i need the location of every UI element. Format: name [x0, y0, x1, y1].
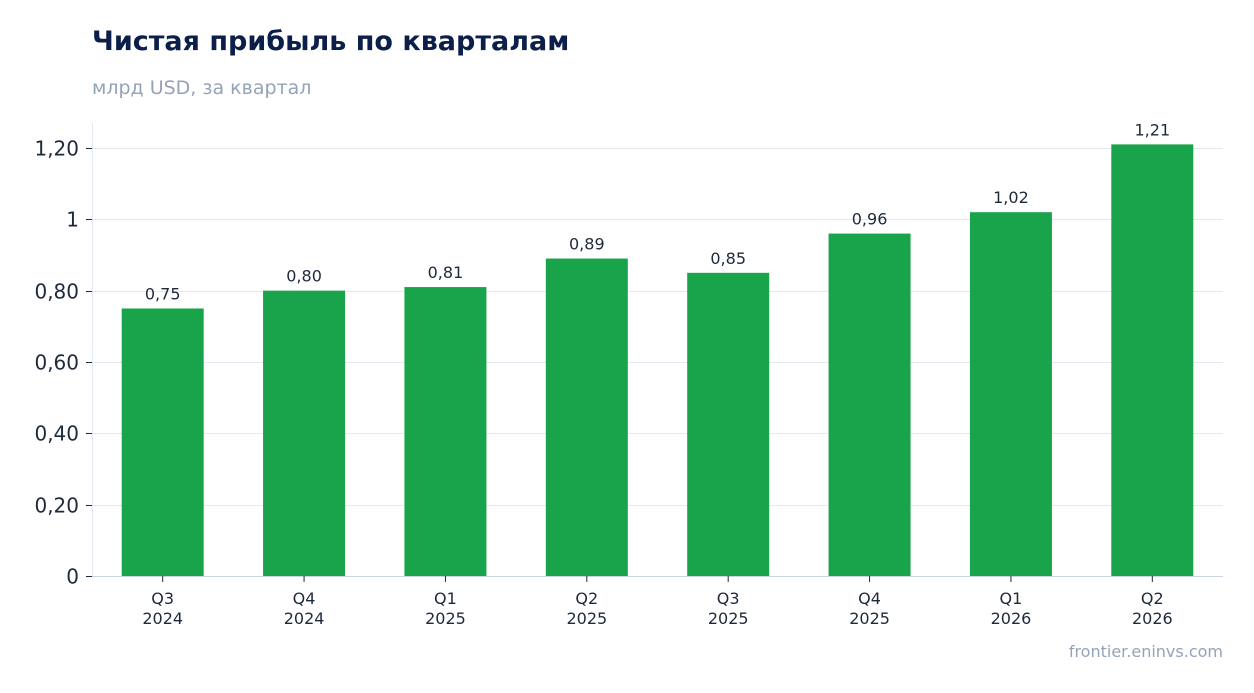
- y-tick-label: 0,40: [34, 422, 79, 446]
- data-labels: 0,75 0,80 0,81 0,89 0,85 0,96 1,02 1,21: [145, 120, 1170, 303]
- bars: [121, 144, 1194, 577]
- x-tick-label: Q4 2025: [849, 589, 890, 628]
- axes: [92, 123, 1223, 577]
- y-tick-label: 0: [66, 565, 79, 589]
- data-label: 1,02: [993, 188, 1029, 207]
- x-tick-label: Q2 2025: [566, 589, 607, 628]
- data-label: 0,85: [710, 249, 746, 268]
- y-tick-label: 1: [66, 208, 79, 232]
- x-tick-label: Q3 2024: [142, 589, 183, 628]
- y-tick-label: 0,80: [34, 280, 79, 304]
- grid-lines: [92, 148, 1223, 506]
- data-label: 0,96: [852, 210, 888, 229]
- data-label: 0,81: [428, 263, 464, 282]
- x-tick-label: Q2 2026: [1132, 589, 1173, 628]
- y-tick-label: 0,60: [34, 351, 79, 375]
- data-label: 0,75: [145, 284, 181, 303]
- chart-title: Чистая прибыль по кварталам: [92, 26, 570, 57]
- bar: [969, 212, 1052, 577]
- bar: [687, 272, 770, 576]
- bar: [1111, 144, 1194, 576]
- x-tick-label: Q4 2024: [284, 589, 325, 628]
- y-tick-label: 0,20: [34, 494, 79, 518]
- bar: [545, 258, 628, 576]
- bar: [121, 308, 204, 576]
- bar: [404, 287, 487, 576]
- chart-subtitle: млрд USD, за квартал: [92, 77, 312, 99]
- x-axis-ticks: Q3 2024 Q4 2024 Q1 2025 Q2 2025 Q3 2025 Q4 2025 Q1 20…: [142, 576, 1173, 628]
- y-axis-ticks: 0 0,20 0,40 0,60 0,80 1 1,20: [34, 137, 92, 589]
- data-label: 0,80: [286, 267, 322, 286]
- data-label: 0,89: [569, 235, 605, 254]
- x-tick-label: Q3 2025: [708, 589, 749, 628]
- source-credit: frontier.eninvs.com: [1068, 642, 1223, 661]
- bar: [263, 290, 346, 576]
- x-tick-label: Q1 2025: [425, 589, 466, 628]
- y-tick-label: 1,20: [34, 137, 79, 161]
- data-label: 1,21: [1135, 120, 1171, 139]
- x-tick-label: Q1 2026: [991, 589, 1032, 628]
- bar: [828, 233, 911, 576]
